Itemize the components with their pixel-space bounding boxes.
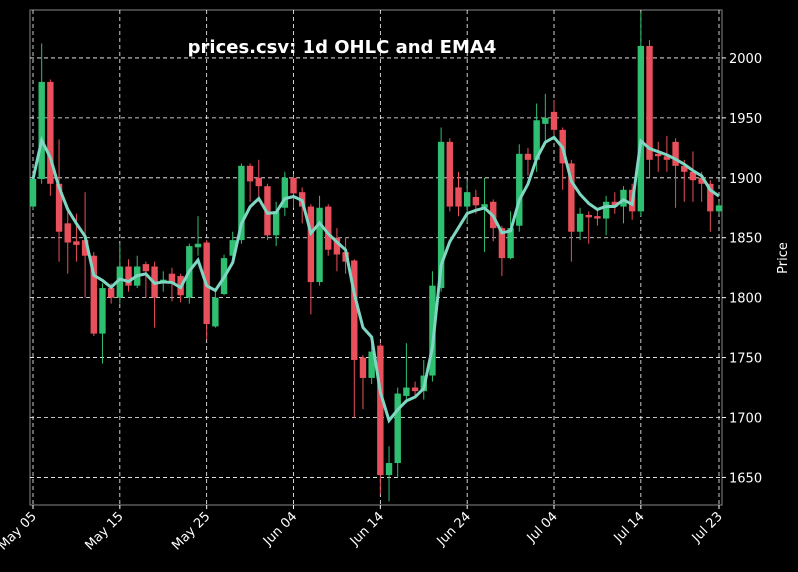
y-tick-label: 2000 [729,52,762,67]
candle-body [403,387,410,396]
candle-body [290,177,297,194]
candle-body [429,285,436,376]
candle-body [463,192,471,207]
candle-body [325,206,332,250]
y-tick-label: 1650 [729,471,762,486]
y-tick-label: 1800 [729,292,762,307]
candle-body [663,156,671,160]
candle-body [411,387,419,392]
ema-line [31,135,720,424]
candle-body [715,205,723,212]
candle-body [168,273,176,284]
candle-body [611,201,618,207]
candle-body [107,288,115,298]
candle-body [646,45,653,160]
candle-body [281,177,289,208]
candle-body [255,177,262,187]
candle-body [29,178,37,207]
candle-body [524,153,532,160]
candle-body [481,204,488,208]
candle-body [116,266,124,298]
candle-body [550,111,558,130]
candle-body [351,260,358,360]
candle-body [368,351,375,378]
candle-body [212,297,219,327]
candle-body [707,183,714,212]
candle-body [55,183,63,232]
candle-body [64,223,71,243]
candle-body [516,153,523,226]
y-axis-label: Price [776,242,791,274]
candle-body [377,345,384,476]
candle-body [38,81,45,179]
candle-body [689,171,697,181]
candle-body [637,45,645,212]
candle-body [359,357,367,378]
candle-body [498,228,506,259]
candle-body [229,240,236,256]
y-tick-label: 1850 [729,232,762,247]
plot-frame [29,9,723,506]
y-tick-label: 1750 [729,352,762,367]
y-tick-label: 1950 [729,112,762,127]
candle-body [672,141,679,166]
candle-body [142,264,150,272]
candle-body [47,81,54,184]
candle-body [316,207,323,283]
candle-body [698,177,705,184]
candle-body [681,165,688,172]
candle-body [455,187,462,207]
candle-body [446,141,454,207]
candle-body [194,243,202,248]
candle-body [585,214,592,218]
candle-body [507,228,514,259]
candle-body [307,206,315,283]
candle-body [272,211,280,236]
candle-body [99,288,106,334]
candle-body [542,117,549,124]
candle-body [576,213,584,232]
candle-body [90,255,97,334]
candle-body [125,266,132,286]
candle-body [594,216,601,219]
candle-body [568,163,575,232]
candle-body [333,237,341,255]
candle-body [533,120,540,160]
candle-body [238,165,245,241]
candle-body [394,393,401,464]
candle-body [655,153,662,157]
candle-body [385,463,393,476]
y-tick-label: 1900 [729,172,762,187]
candle-body [437,141,445,289]
candle-body [472,196,480,206]
candle-body [602,201,610,219]
candle-body [73,241,80,245]
chart-title: prices.csv: 1d OHLC and EMA4 [188,37,497,58]
candle-body [246,165,254,182]
y-tick-label: 1700 [729,412,762,427]
candle-body [81,240,89,256]
